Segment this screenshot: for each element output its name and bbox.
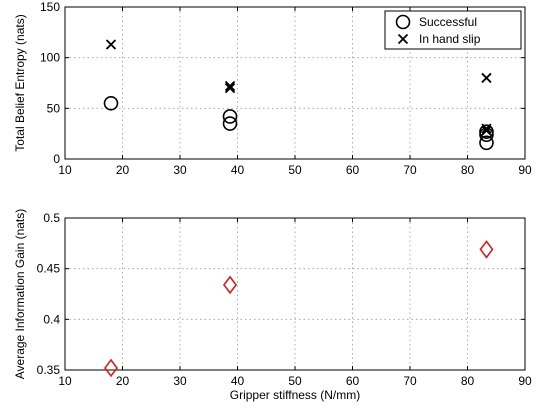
chart0-series-1-point-4 xyxy=(481,123,492,134)
chart0-series-1-point-3 xyxy=(481,72,492,84)
chart1-x-tick-label: 90 xyxy=(518,374,532,388)
chart1-y-tick-label: 0.35 xyxy=(37,363,61,377)
chart0-x-tick-label: 10 xyxy=(58,163,72,177)
chart0-x-tick-label: 70 xyxy=(403,163,417,177)
chart1-x-tick-label: 70 xyxy=(403,374,417,388)
chart1-x-tick-label: 20 xyxy=(116,374,130,388)
chart1-y-axis-label: Average Information Gain (nats) xyxy=(13,209,27,380)
chart0-legend-label-1: In hand slip xyxy=(419,32,481,46)
chart0-x-tick-label: 90 xyxy=(518,163,532,177)
chart1-series-0-point-0 xyxy=(104,358,118,378)
chart1-series-0-point-2 xyxy=(479,240,494,259)
chart1-x-tick-label: 30 xyxy=(173,374,187,388)
chart0-series-0-point-2 xyxy=(222,116,238,131)
chart1-y-tick-label: 0.4 xyxy=(43,312,60,326)
chart1-x-tick-label: 80 xyxy=(461,374,475,388)
chart0-series-1-point-1 xyxy=(224,80,236,92)
chart0-legend-marker-0 xyxy=(395,14,411,30)
chart0-y-tick-label: 100 xyxy=(40,51,60,65)
chart0-x-tick-label: 50 xyxy=(288,163,302,177)
chart0-x-tick-label: 20 xyxy=(116,163,130,177)
chart0-series-1-point-2 xyxy=(224,82,236,94)
chart0-series-0-point-5 xyxy=(479,135,494,151)
information-gain-plot: 10 20 30 40 50 60 70 80 90 0.35 0.4 0.45 0.5 Average … xyxy=(13,209,532,402)
entropy-plot: 10 20 30 40 50 60 70 80 90 0 50 100 150 Total Belief … xyxy=(13,0,532,177)
chart1-x-tick-label: 10 xyxy=(58,374,72,388)
chart0-series-1-point-0 xyxy=(105,39,117,50)
chart1-y-tick-label: 0.45 xyxy=(37,262,61,276)
chart0-y-tick-label: 50 xyxy=(47,101,61,115)
chart0-y-axis-label: Total Belief Entropy (nats) xyxy=(13,14,27,151)
chart0-legend-marker-1 xyxy=(397,33,409,45)
chart0-x-tick-label: 80 xyxy=(461,163,475,177)
chart1-series-0-point-1 xyxy=(223,275,238,295)
chart0-x-tick-label: 60 xyxy=(346,163,360,177)
chart1-x-tick-label: 40 xyxy=(231,374,245,388)
chart0-series-0-point-1 xyxy=(222,109,238,124)
chart0-legend-label-0: Successful xyxy=(419,15,477,29)
chart0-x-tick-label: 40 xyxy=(231,163,245,177)
chart0-x-tick-label: 30 xyxy=(173,163,187,177)
chart1-x-tick-label: 50 xyxy=(288,374,302,388)
chart0-y-tick-label: 150 xyxy=(40,0,60,14)
chart1-y-tick-label: 0.5 xyxy=(43,211,60,225)
chart0-series-0-point-0 xyxy=(103,95,119,111)
chart1-x-tick-label: 60 xyxy=(346,374,360,388)
chart0-series-1-point-5 xyxy=(481,125,492,136)
chart1-x-axis-label: Gripper stiffness (N/mm) xyxy=(230,388,360,402)
chart0-y-tick-label: 0 xyxy=(53,152,60,166)
